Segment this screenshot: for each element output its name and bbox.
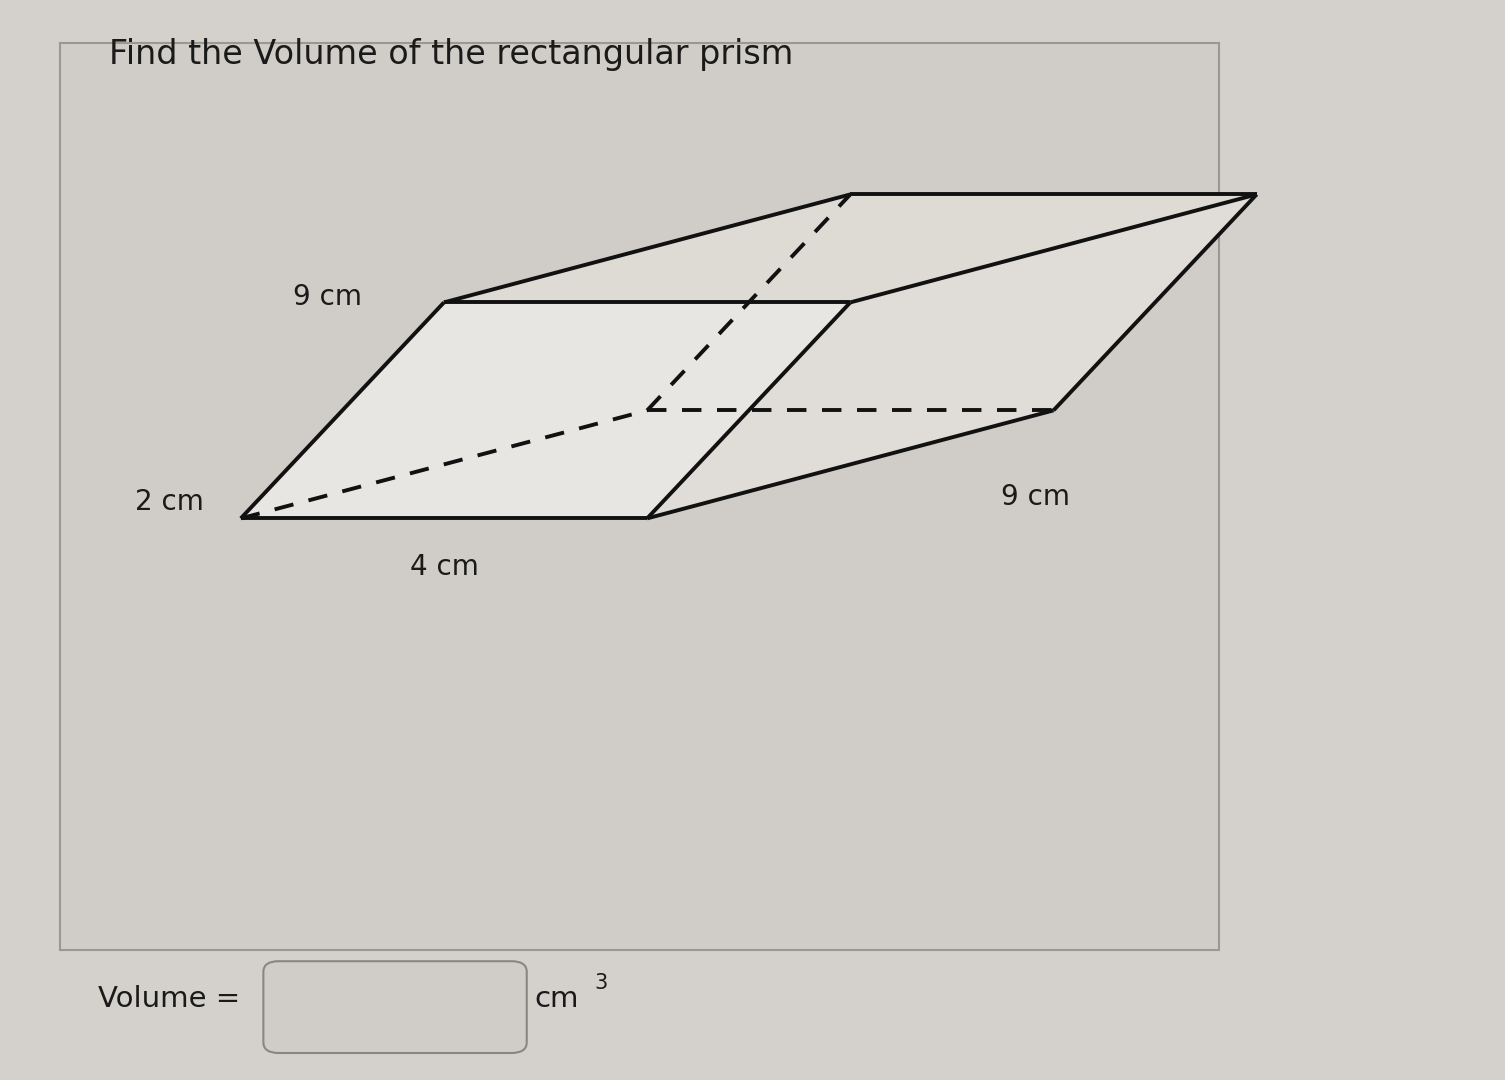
Text: 9 cm: 9 cm <box>1001 483 1070 511</box>
Text: 3: 3 <box>594 973 608 993</box>
Polygon shape <box>241 302 850 518</box>
Text: Volume =: Volume = <box>98 985 241 1013</box>
Text: 9 cm: 9 cm <box>293 283 363 311</box>
Text: 4 cm: 4 cm <box>409 553 479 581</box>
Text: 2 cm: 2 cm <box>135 488 205 516</box>
Polygon shape <box>444 194 1257 302</box>
Bar <box>60 43 1219 950</box>
FancyBboxPatch shape <box>263 961 527 1053</box>
Text: Find the Volume of the rectangular prism: Find the Volume of the rectangular prism <box>110 38 793 71</box>
Text: cm: cm <box>534 985 579 1013</box>
Polygon shape <box>647 194 1257 518</box>
